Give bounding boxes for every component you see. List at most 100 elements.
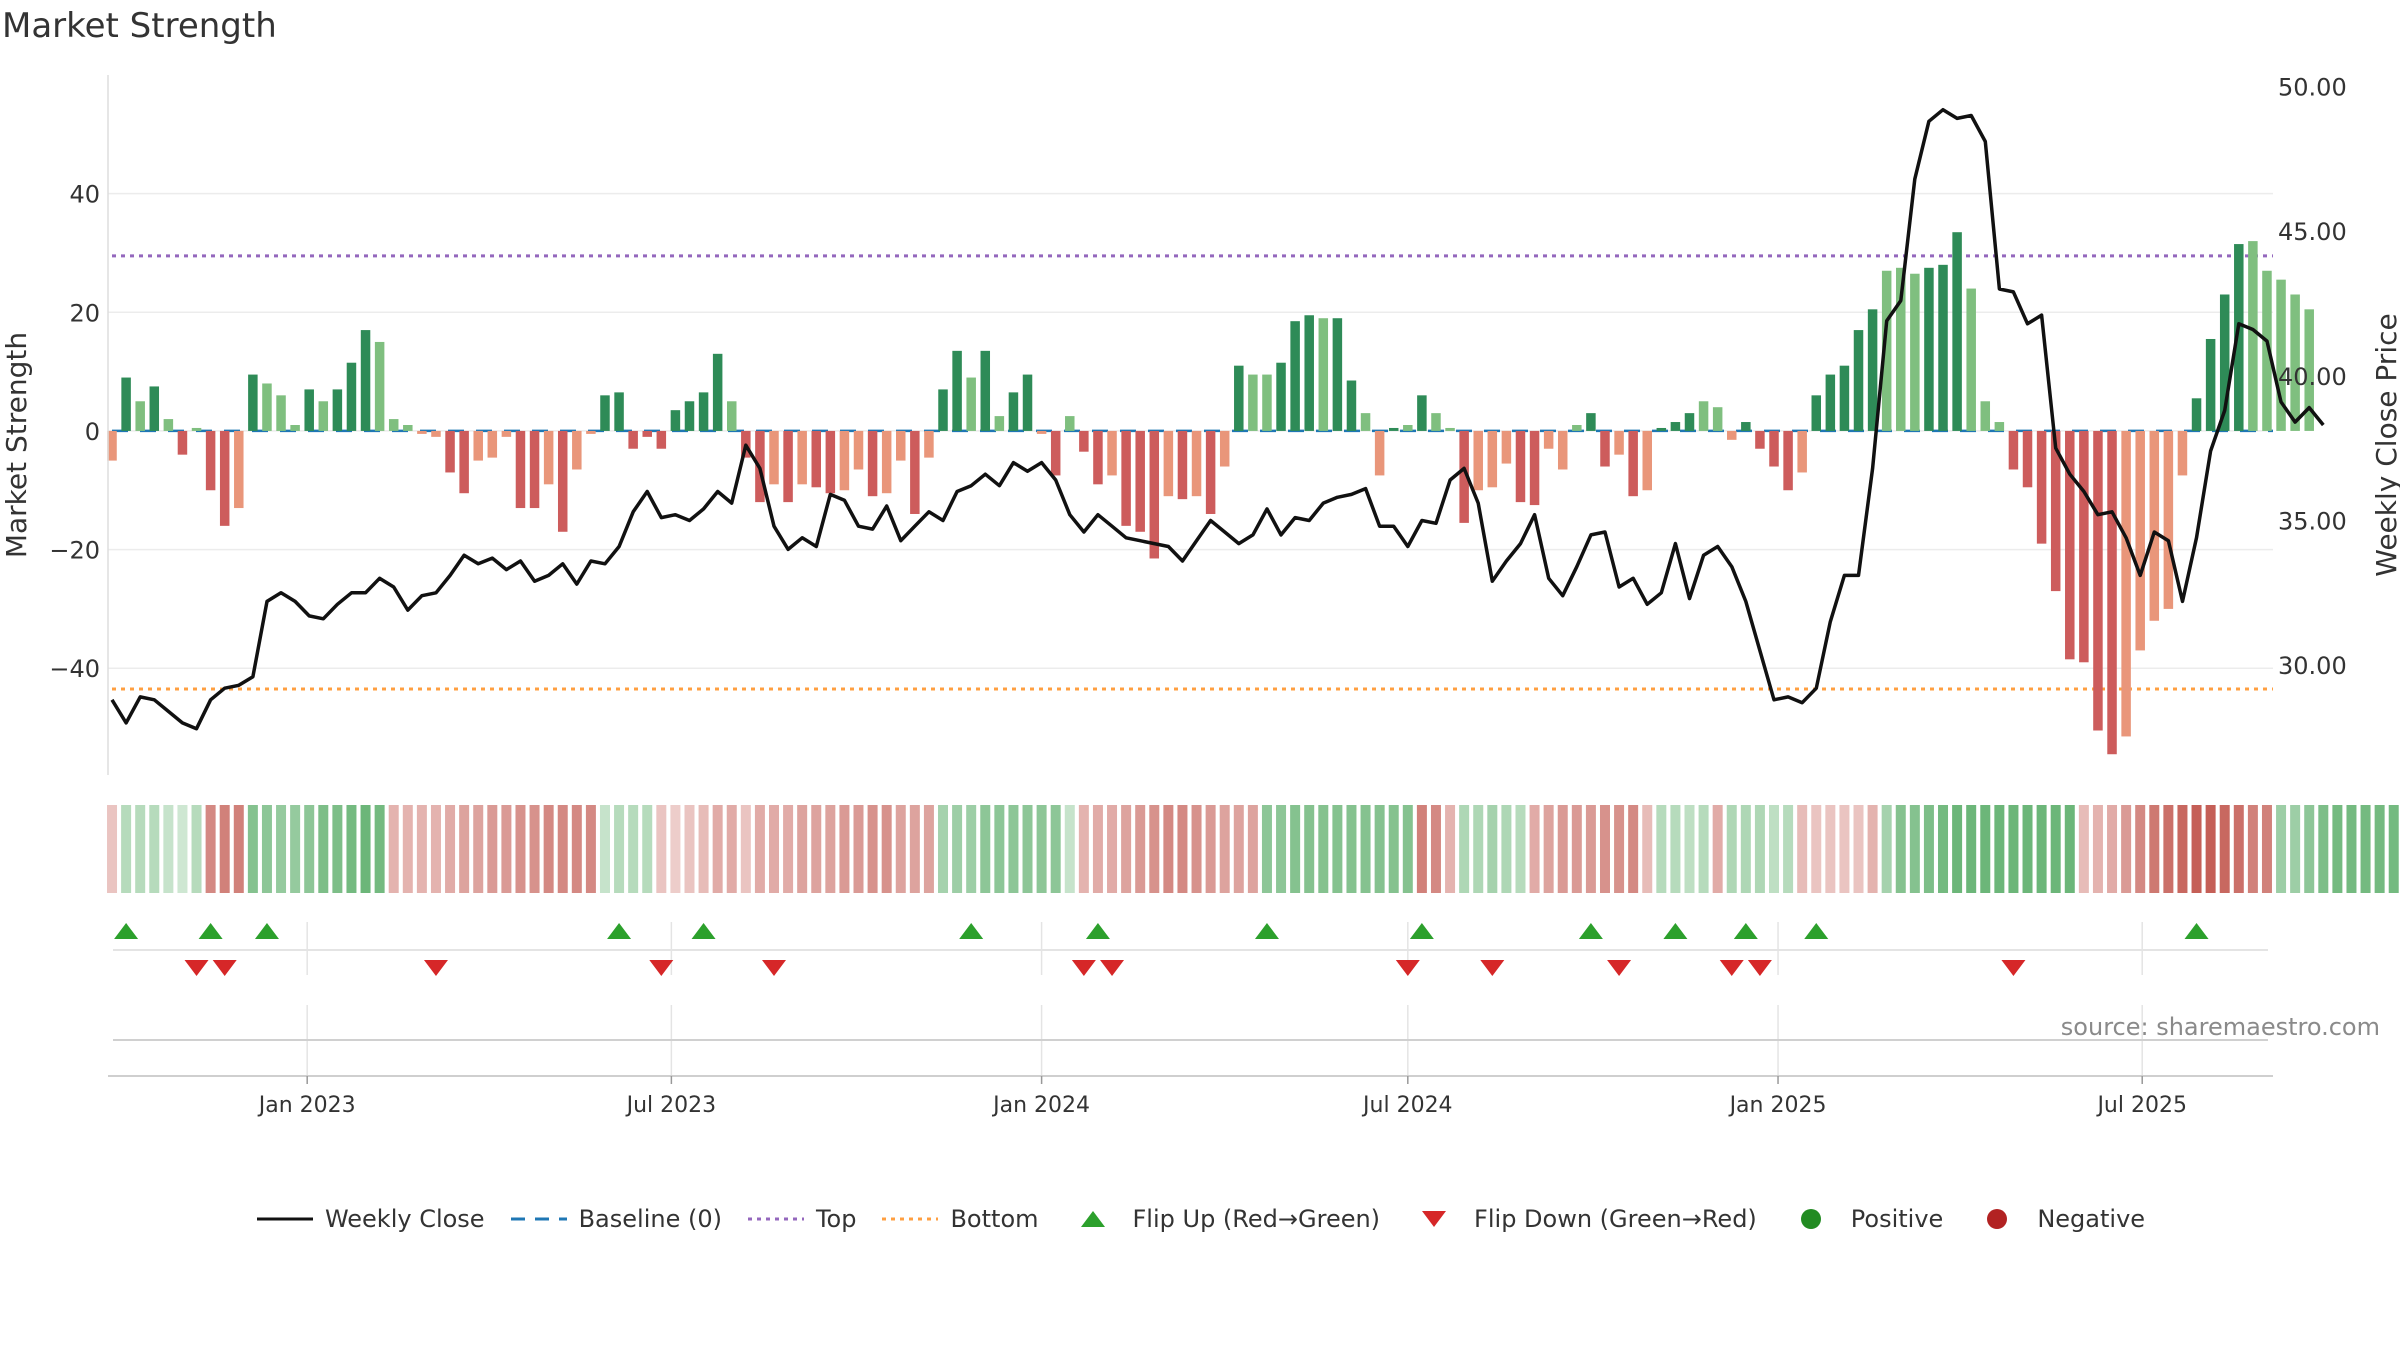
strength-bar xyxy=(1670,422,1681,431)
status-cell xyxy=(318,805,329,893)
status-cell xyxy=(1219,805,1230,893)
status-cell xyxy=(1078,805,1089,893)
strength-bar xyxy=(543,430,554,485)
strength-bar xyxy=(1825,374,1836,431)
strength-bar xyxy=(1952,232,1962,431)
status-cell xyxy=(1473,805,1484,893)
status-cell xyxy=(2388,805,2399,893)
status-cell xyxy=(797,805,808,893)
status-cell xyxy=(1445,805,1456,893)
strength-bar xyxy=(1572,425,1582,431)
strength-bar xyxy=(2262,270,2272,431)
status-cell xyxy=(2163,805,2174,893)
status-cell xyxy=(614,805,625,893)
strength-bar xyxy=(797,430,807,485)
strength-bar xyxy=(670,410,681,431)
strength-bar xyxy=(1839,365,1850,431)
status-cell xyxy=(1247,805,1258,893)
flip-markers xyxy=(113,922,2268,1075)
legend: Weekly Close Baseline (0) Top Bottom Flip Up… xyxy=(0,1205,2400,1233)
legend-item-bottom: Bottom xyxy=(880,1205,1039,1233)
strength-bars xyxy=(107,232,2314,755)
strength-bar xyxy=(1755,430,1765,449)
flip-up-marker xyxy=(254,923,279,939)
flip-up-marker xyxy=(1578,923,1603,939)
status-cell xyxy=(1754,805,1765,893)
y-tick-label: −20 xyxy=(49,537,100,565)
status-cell xyxy=(1797,805,1808,893)
legend-item-positive: Positive xyxy=(1781,1205,1943,1233)
status-cell xyxy=(1726,805,1737,893)
strength-bar xyxy=(276,395,286,431)
status-cell xyxy=(2135,805,2146,893)
status-cell xyxy=(1769,805,1780,893)
strength-bar xyxy=(1628,430,1638,497)
strength-bar xyxy=(1135,430,1145,532)
flip-up-marker xyxy=(1663,923,1688,939)
status-cell xyxy=(1135,805,1146,893)
strength-bar xyxy=(501,430,512,437)
strength-bar xyxy=(586,430,596,434)
y2-tick-label: 30.00 xyxy=(2278,652,2347,680)
status-cell xyxy=(1233,805,1244,893)
strength-bar xyxy=(445,430,455,473)
legend-label: Top xyxy=(815,1205,857,1233)
status-cell xyxy=(1811,805,1822,893)
strength-bar xyxy=(2205,338,2216,431)
strength-bar xyxy=(1896,267,1906,431)
status-cell xyxy=(783,805,794,893)
flip-down-marker xyxy=(1100,960,1125,976)
strength-bar xyxy=(642,430,652,437)
strength-bar xyxy=(2276,279,2286,431)
flip-down-marker xyxy=(1071,960,1096,976)
status-cell xyxy=(1360,805,1371,893)
flip-down-marker xyxy=(1395,960,1420,976)
status-cell xyxy=(726,805,737,893)
flip-down-marker xyxy=(423,960,448,976)
status-cell xyxy=(2022,805,2033,893)
chart-title: Market Strength xyxy=(2,6,277,46)
status-cell xyxy=(1783,805,1794,893)
strength-bar xyxy=(417,430,427,434)
strength-bar xyxy=(163,419,174,431)
status-cell xyxy=(2036,805,2047,893)
strength-bar xyxy=(219,430,230,526)
status-cell xyxy=(543,805,554,893)
status-cell xyxy=(740,805,751,893)
strength-bar xyxy=(1614,430,1624,455)
status-cell xyxy=(1416,805,1427,893)
strength-bar xyxy=(346,362,357,431)
strength-bar xyxy=(318,401,329,431)
strength-bar xyxy=(1712,407,1723,431)
strength-bar xyxy=(2008,430,2019,470)
status-cell xyxy=(656,805,667,893)
status-cell xyxy=(952,805,963,893)
legend-symbol-icon xyxy=(509,1207,569,1231)
status-cell xyxy=(233,805,244,893)
strength-bar xyxy=(2121,430,2131,737)
status-cell xyxy=(1543,805,1554,893)
status-cell xyxy=(1698,805,1709,893)
strength-bar xyxy=(1177,430,1188,500)
strength-bar xyxy=(1515,430,1526,503)
status-cell xyxy=(1994,805,2005,893)
status-cell xyxy=(1585,805,1596,893)
strength-bar xyxy=(2079,430,2089,663)
status-cell xyxy=(1980,805,1991,893)
status-cell xyxy=(459,805,470,893)
status-cell xyxy=(1853,805,1864,893)
status-cell xyxy=(149,805,160,893)
status-cell xyxy=(2233,805,2244,893)
status-cell xyxy=(430,805,441,893)
weekly-close-line xyxy=(110,107,2325,731)
status-cell xyxy=(360,805,371,893)
status-cell xyxy=(2008,805,2019,893)
strength-bar xyxy=(2290,294,2300,431)
status-cell xyxy=(2050,805,2061,893)
status-cell xyxy=(1346,805,1357,893)
strength-bar xyxy=(1107,430,1117,476)
legend-label: Bottom xyxy=(950,1205,1039,1233)
x-tick-label: Jul 2024 xyxy=(1361,1093,1453,1118)
status-cell xyxy=(571,805,582,893)
strength-bar xyxy=(1022,374,1033,431)
